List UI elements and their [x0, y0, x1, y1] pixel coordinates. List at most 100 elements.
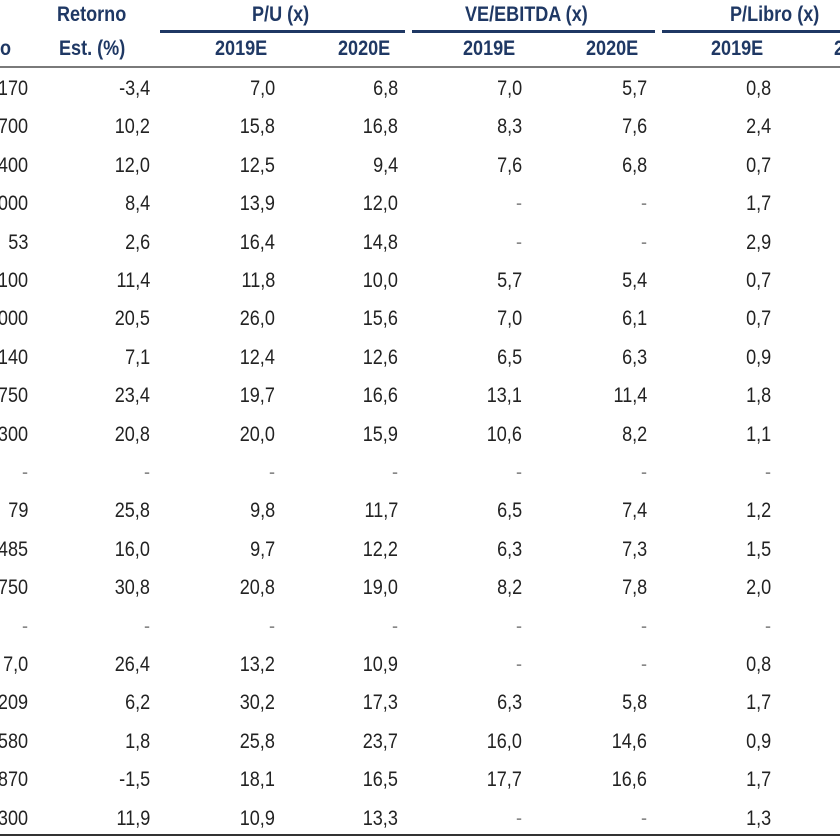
cell-ve-2020: 6,3: [621, 345, 647, 369]
header-retorno: Retorno: [57, 3, 127, 26]
cell-ve-2020: -: [640, 806, 647, 830]
cell-col0: -: [21, 614, 28, 638]
cell-col0: 870: [0, 768, 28, 792]
cell-col0: 000: [0, 192, 28, 216]
cell-ve-2019: -: [515, 614, 522, 638]
cell-pu-2019: 16,4: [239, 230, 275, 254]
cell-ve-2019: 7,0: [496, 77, 522, 100]
cell-pl-2019: 1,8: [745, 384, 771, 408]
cell-retorno: 6,2: [124, 691, 150, 715]
cell-col0: 485: [0, 537, 28, 561]
cell-ve-2020: 5,8: [621, 691, 647, 715]
cell-pu-2019: 30,2: [239, 691, 275, 715]
cell-pu-2019: -: [268, 614, 275, 638]
header-ve-2019: 2019E: [463, 37, 516, 60]
cell-ve-2019: 8,3: [496, 115, 522, 139]
cell-retorno: -: [143, 461, 150, 484]
cell-retorno: 20,8: [114, 422, 150, 446]
cell-pl-2019: 0,8: [745, 653, 771, 676]
cell-col0: 000: [0, 307, 28, 331]
cell-pl-2019: 1,7: [745, 691, 771, 715]
cell-retorno: 8,4: [124, 192, 150, 216]
cell-ve-2020: -: [640, 614, 647, 638]
cell-pu-2020: 12,0: [362, 192, 398, 216]
cell-ve-2020: 16,6: [611, 768, 647, 792]
cell-pu-2019: 7,0: [249, 77, 275, 100]
cell-ve-2019: -: [515, 230, 522, 254]
rule-pu: [160, 30, 405, 33]
header-pu-2020: 2020E: [338, 37, 391, 60]
cell-col0: 300: [0, 806, 28, 830]
cell-col0: 750: [0, 384, 28, 408]
cell-pu-2020: 15,9: [362, 422, 398, 446]
cell-ve-2019: 13,1: [486, 384, 522, 408]
cell-retorno: 26,4: [114, 653, 150, 676]
cell-pu-2020: 11,7: [364, 499, 398, 523]
cell-pu-2019: 18,1: [239, 768, 275, 792]
cell-ve-2019: 5,7: [496, 269, 522, 292]
cell-pu-2019: 15,8: [239, 115, 275, 139]
cell-pu-2019: 19,7: [239, 384, 275, 408]
cell-pu-2019: 13,2: [239, 653, 275, 676]
cell-pu-2020: 6,8: [372, 77, 398, 100]
cell-ve-2019: -: [515, 192, 522, 216]
cell-retorno: -1,5: [118, 768, 150, 792]
cell-ve-2020: 5,4: [621, 269, 647, 292]
cell-ve-2020: 6,1: [621, 307, 647, 331]
cell-retorno: -3,4: [118, 77, 150, 100]
header-pl-2020-partial: 2: [834, 37, 840, 61]
cell-retorno: 30,8: [114, 576, 150, 600]
cell-retorno: 11,4: [116, 269, 150, 292]
cell-ve-2019: 16,0: [486, 729, 522, 753]
cell-retorno: 16,0: [114, 537, 150, 561]
rule-plibro: [662, 30, 840, 33]
cell-pl-2019: -: [764, 461, 771, 484]
cell-pu-2019: 26,0: [239, 307, 275, 331]
cell-pu-2020: 16,8: [362, 115, 398, 139]
cell-pu-2020: 16,6: [362, 384, 398, 408]
cell-col0: 580: [0, 729, 28, 753]
cell-pl-2019: 0,7: [745, 307, 771, 331]
header-pl-2019: 2019E: [711, 37, 764, 60]
cell-pl-2019: -: [764, 614, 771, 638]
cell-retorno: 11,9: [116, 806, 150, 830]
cell-pu-2020: 17,3: [362, 691, 398, 715]
cell-ve-2019: 8,2: [496, 576, 522, 600]
header-est-pct: Est. (%): [59, 37, 126, 60]
cell-pl-2019: 0,9: [745, 345, 771, 369]
cell-ve-2019: 6,5: [496, 499, 522, 523]
cell-retorno: 7,1: [124, 345, 150, 369]
cell-ve-2020: 14,6: [611, 729, 647, 753]
cell-ve-2019: 7,6: [496, 153, 522, 177]
cell-pu-2020: 23,7: [362, 729, 398, 753]
cell-pu-2019: -: [268, 461, 275, 484]
header-pu: P/U (x): [252, 3, 310, 26]
cell-ve-2020: 8,2: [621, 422, 647, 446]
cell-retorno: -: [143, 614, 150, 638]
cell-retorno: 10,2: [114, 115, 150, 139]
cell-col0: 750: [0, 576, 28, 600]
header-col0: o: [0, 37, 12, 60]
cell-pu-2019: 9,8: [249, 499, 275, 523]
cell-ve-2019: 6,3: [496, 691, 522, 715]
cell-pl-2019: 1,2: [745, 499, 771, 523]
cell-pu-2019: 11,8: [241, 269, 275, 292]
cell-pu-2019: 10,9: [239, 806, 275, 830]
cell-ve-2020: 6,8: [621, 153, 647, 177]
cell-ve-2020: 11,4: [613, 384, 647, 408]
cell-col0: 7,0: [2, 653, 28, 676]
cell-ve-2020: -: [640, 653, 647, 676]
cell-pu-2019: 12,4: [239, 345, 275, 369]
cell-col0: 300: [0, 422, 28, 446]
cell-pl-2019: 1,5: [745, 537, 771, 561]
cell-pu-2019: 20,8: [239, 576, 275, 600]
header-ve-ebitda: VE/EBITDA (x): [465, 3, 588, 26]
cell-col0: 209: [0, 691, 28, 715]
cell-col0: 140: [0, 345, 28, 369]
cell-ve-2019: -: [515, 653, 522, 676]
cell-ve-2020: 7,4: [621, 499, 647, 523]
cell-ve-2020: 7,6: [621, 115, 647, 139]
cell-ve-2019: 7,0: [496, 307, 522, 331]
header-pu-2019: 2019E: [215, 37, 268, 60]
